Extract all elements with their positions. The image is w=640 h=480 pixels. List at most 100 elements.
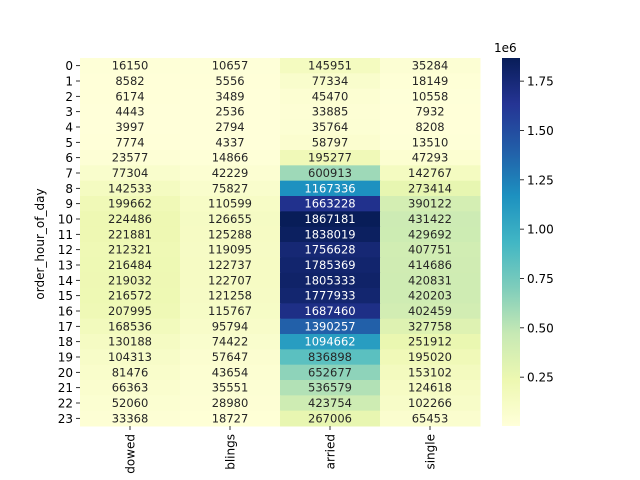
y-tick-label: 19 — [58, 351, 73, 365]
cell-value-label: 13510 — [412, 135, 449, 149]
heatmap-cell — [180, 395, 281, 412]
heatmap-cell — [80, 257, 181, 274]
cell-value-label: 407751 — [408, 243, 452, 257]
cell-value-label: 1167336 — [304, 181, 355, 195]
heatmap-cell — [280, 364, 381, 381]
y-tick-label: 0 — [65, 59, 73, 73]
cell-value-label: 33368 — [112, 411, 149, 425]
colorbar-tick-label: 0.25 — [527, 371, 554, 385]
cell-value-label: 8208 — [415, 120, 444, 134]
heatmap-cell — [180, 380, 281, 396]
y-tick-label: 15 — [58, 289, 73, 303]
x-axis: dowed blings arried single — [124, 426, 438, 474]
heatmap-cell — [380, 334, 481, 350]
cell-value-label: 95794 — [212, 319, 249, 333]
heatmap-cell — [80, 150, 181, 166]
cell-value-label: 414686 — [408, 258, 452, 272]
cell-value-label: 600913 — [308, 166, 352, 180]
heatmap-cell — [280, 104, 381, 120]
heatmap-cell — [280, 272, 381, 289]
cell-value-label: 251912 — [408, 335, 452, 349]
cell-value-label: 1777933 — [304, 289, 355, 303]
cell-value-label: 2794 — [215, 120, 244, 134]
heatmap-cell — [280, 180, 381, 197]
heatmap-cell — [380, 272, 481, 289]
cell-value-label: 35764 — [312, 120, 349, 134]
heatmap-cell — [380, 196, 481, 212]
heatmap-cell — [180, 334, 281, 350]
cell-value-label: 1094662 — [304, 335, 355, 349]
cell-value-label: 4443 — [115, 105, 144, 119]
heatmap-cell — [280, 395, 381, 412]
colorbar-tick-label: 1.00 — [527, 223, 554, 237]
cell-value-label: 45470 — [312, 89, 349, 103]
cell-value-label: 65453 — [412, 411, 449, 425]
y-tick-label: 18 — [58, 335, 73, 349]
heatmap-cell — [380, 226, 481, 243]
y-tick-label: 7 — [65, 167, 73, 181]
y-tick-label: 3 — [65, 105, 73, 119]
heatmap-cell — [80, 104, 181, 120]
heatmap-cell — [80, 395, 181, 412]
cell-value-label: 1867181 — [304, 212, 355, 226]
heatmap-cell — [180, 303, 281, 320]
y-tick-label: 2 — [65, 90, 73, 104]
cell-value-label: 219032 — [108, 273, 152, 287]
cell-value-label: 3489 — [215, 89, 244, 103]
heatmap-cell — [380, 318, 481, 335]
cell-value-label: 122737 — [208, 258, 252, 272]
cell-value-label: 216572 — [108, 289, 152, 303]
heatmap-cell — [180, 226, 281, 243]
cell-value-label: 52060 — [112, 396, 149, 410]
heatmap-cell — [80, 303, 181, 320]
heatmap-cell — [180, 242, 281, 258]
cell-value-label: 33885 — [312, 105, 349, 119]
heatmap-cell — [380, 410, 481, 427]
cell-value-label: 1756628 — [304, 243, 355, 257]
y-tick-label: 4 — [65, 121, 73, 135]
heatmap-cell — [80, 349, 181, 366]
cell-value-label: 74422 — [212, 335, 249, 349]
heatmap-cell — [80, 364, 181, 381]
colorbar-offset-label: 1e6 — [494, 41, 517, 55]
heatmap-cell — [280, 242, 381, 258]
heatmap-cell — [180, 88, 281, 105]
heatmap-cell — [280, 211, 381, 228]
y-tick-label: 10 — [58, 213, 73, 227]
y-tick-label: 22 — [58, 397, 73, 411]
cell-value-label: 126655 — [208, 212, 252, 226]
heatmap-cell — [280, 257, 381, 274]
cell-value-label: 47293 — [412, 151, 449, 165]
heatmap-cell — [180, 150, 281, 166]
y-tick-label: 21 — [58, 381, 73, 395]
heatmap-cell — [80, 119, 181, 136]
heatmap-cell — [380, 165, 481, 182]
cell-value-label: 216484 — [108, 258, 152, 272]
cell-value-label: 420831 — [408, 273, 452, 287]
heatmap-cell — [80, 380, 181, 396]
colorbar-tick-label: 0.50 — [527, 321, 554, 335]
cell-value-label: 122707 — [208, 273, 252, 287]
cell-value-label: 75827 — [212, 181, 249, 195]
heatmap-cell — [280, 380, 381, 396]
cell-value-label: 77304 — [112, 166, 149, 180]
heatmap-cell-labels: 16150 10657 145951 35284 8582 5556 77334 18149 6… — [108, 59, 452, 426]
cell-value-label: 168536 — [108, 319, 152, 333]
heatmap-cell — [80, 196, 181, 212]
x-tick-label: arried — [324, 434, 338, 469]
heatmap-cell — [80, 410, 181, 427]
cell-value-label: 1805333 — [304, 273, 355, 287]
y-tick-label: 5 — [65, 136, 73, 150]
cell-value-label: 57647 — [212, 350, 249, 364]
cell-value-label: 121258 — [208, 289, 252, 303]
cell-value-label: 142767 — [408, 166, 452, 180]
y-tick-label: 16 — [58, 305, 73, 319]
heatmap-cell — [280, 165, 381, 182]
heatmap-cell — [80, 288, 181, 304]
heatmap-cell — [280, 119, 381, 136]
heatmap-cell — [180, 180, 281, 197]
heatmap-cell — [380, 257, 481, 274]
cell-value-label: 195020 — [408, 350, 452, 364]
y-tick-label: 12 — [58, 243, 73, 257]
